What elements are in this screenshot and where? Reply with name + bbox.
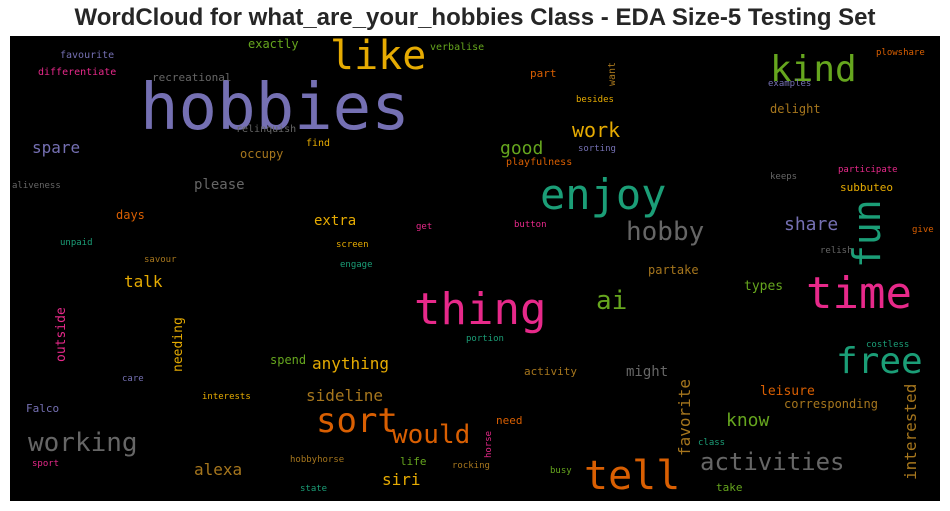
word-find: find xyxy=(306,138,331,149)
word-relinquish: relinquish xyxy=(236,124,297,135)
word-horse: horse xyxy=(484,430,494,458)
word-needing: needing xyxy=(171,317,186,372)
word-savour: savour xyxy=(144,255,177,265)
word-part: part xyxy=(530,67,557,80)
word-life: life xyxy=(400,455,427,468)
word-sort: sort xyxy=(316,401,398,441)
word-corresponding: corresponding xyxy=(784,397,878,411)
word-engage: engage xyxy=(340,260,373,270)
chart-title: WordCloud for what_are_your_hobbies Clas… xyxy=(74,4,876,31)
word-activities: activities xyxy=(700,448,845,476)
word-alexa: alexa xyxy=(194,460,243,479)
word-fun: fun xyxy=(845,199,889,268)
word-interested: interested xyxy=(901,383,920,480)
word-hobbyhorse: hobbyhorse xyxy=(290,455,345,465)
word-work: work xyxy=(572,118,621,142)
word-need: need xyxy=(496,414,523,427)
word-anything: anything xyxy=(312,354,390,373)
word-recreational: recreational xyxy=(152,71,232,84)
word-screen: screen xyxy=(336,240,369,250)
word-costless: costless xyxy=(866,340,910,350)
word-kind: kind xyxy=(770,49,857,90)
word-hobby: hobby xyxy=(626,217,705,247)
word-participate: participate xyxy=(838,165,898,175)
word-take: take xyxy=(716,481,743,494)
word-favorite: favorite xyxy=(675,378,694,456)
word-button: button xyxy=(514,220,547,230)
word-please: please xyxy=(194,177,245,193)
word-outside: outside xyxy=(54,307,69,362)
word-tell: tell xyxy=(584,453,681,499)
word-care: care xyxy=(122,374,144,384)
word-know: know xyxy=(726,410,770,431)
word-spend: spend xyxy=(270,353,307,367)
word-portion: portion xyxy=(466,334,504,344)
word-unpaid: unpaid xyxy=(60,238,93,248)
word-favourite: favourite xyxy=(60,50,115,61)
word-talk: talk xyxy=(124,272,163,291)
word-like: like xyxy=(330,36,427,79)
word-state: state xyxy=(300,484,328,494)
word-busy: busy xyxy=(550,466,572,476)
word-class: class xyxy=(698,438,726,448)
word-extra: extra xyxy=(314,213,357,229)
word-sport: sport xyxy=(32,459,60,469)
word-besides: besides xyxy=(576,95,614,105)
word-interests: interests xyxy=(202,392,251,402)
word-keeps: keeps xyxy=(770,172,798,182)
word-free: free xyxy=(836,341,923,382)
word-exactly: exactly xyxy=(248,37,299,51)
word-relish: relish xyxy=(820,246,853,256)
word-days: days xyxy=(116,208,145,222)
word-activity: activity xyxy=(524,365,577,378)
word-occupy: occupy xyxy=(240,147,284,161)
word-differentiate: differentiate xyxy=(38,67,117,78)
word-time: time xyxy=(806,268,912,319)
word-sideline: sideline xyxy=(306,386,384,405)
word-hobbies: hobbies xyxy=(140,71,410,145)
word-good: good xyxy=(500,138,544,159)
word-verbalise: verbalise xyxy=(430,42,485,53)
word-working: working xyxy=(28,428,138,458)
word-types: types xyxy=(744,279,784,294)
word-plowshare: plowshare xyxy=(876,48,925,58)
word-cloud: hobbies like kind enjoy time thing fun f… xyxy=(10,36,940,501)
word-share: share xyxy=(784,214,839,235)
word-delight: delight xyxy=(770,102,821,116)
word-Falco: Falco xyxy=(26,402,60,415)
word-thing: thing xyxy=(414,284,547,335)
word-partake: partake xyxy=(648,263,699,277)
word-ai: ai xyxy=(596,286,628,316)
word-aliveness: aliveness xyxy=(12,181,61,191)
word-sorting: sorting xyxy=(578,144,616,154)
word-subbuteo: subbuteo xyxy=(840,181,893,194)
word-examples: examples xyxy=(768,79,812,89)
word-get: get xyxy=(416,222,433,232)
word-spare: spare xyxy=(32,138,81,157)
word-would: would xyxy=(392,420,471,450)
word-siri: siri xyxy=(382,470,421,489)
word-leisure: leisure xyxy=(760,384,815,399)
word-might: might xyxy=(626,364,669,380)
word-enjoy: enjoy xyxy=(540,170,667,219)
word-give: give xyxy=(912,225,934,235)
word-rocking: rocking xyxy=(452,461,490,471)
word-want: want xyxy=(607,61,618,86)
word-playfulness: playfulness xyxy=(506,157,573,168)
